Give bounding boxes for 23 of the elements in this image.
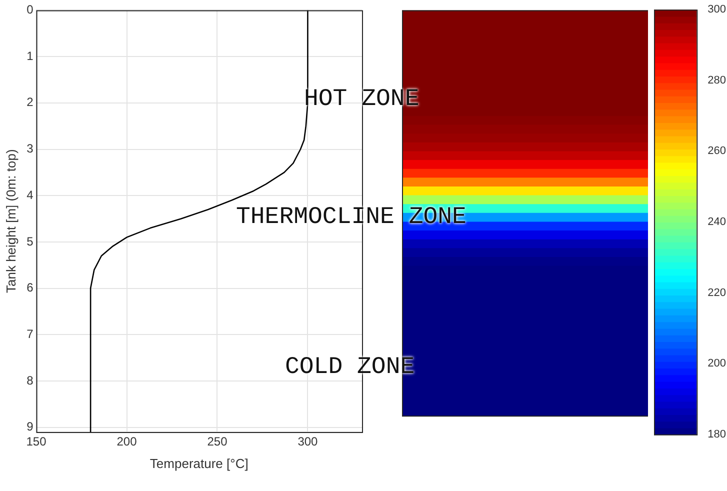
- y-axis-title: Tank height [m] (0m: top): [3, 149, 18, 293]
- x-axis-title: Temperature [°C]: [150, 456, 248, 471]
- x-tick-label: 150: [26, 434, 47, 449]
- y-tick-label: 4: [26, 188, 34, 202]
- x-tick-label: 250: [207, 434, 228, 449]
- y-tick-label: 8: [26, 373, 34, 388]
- y-tick-label: 3: [26, 142, 34, 156]
- color-bar-label: 200: [708, 358, 726, 370]
- y-tick-label: 2: [26, 95, 34, 110]
- color-bar-label: 220: [708, 286, 726, 299]
- y-tick-label: 9: [26, 420, 34, 434]
- y-tick-label: 1: [26, 48, 34, 63]
- y-tick-label: 0: [26, 2, 34, 17]
- y-tick-label: 5: [26, 234, 34, 248]
- color-bar-label: 240: [708, 216, 726, 228]
- x-tick-label: 200: [116, 434, 138, 449]
- x-tick-label: 300: [298, 434, 318, 449]
- y-tick-label: 7: [26, 326, 34, 341]
- color-bar-label: 280: [708, 74, 726, 86]
- color-bar-label: 300: [708, 4, 726, 16]
- y-tick-label: 6: [26, 280, 34, 295]
- color-bar-label: 180: [708, 428, 726, 440]
- color-bar-label: 260: [708, 145, 726, 158]
